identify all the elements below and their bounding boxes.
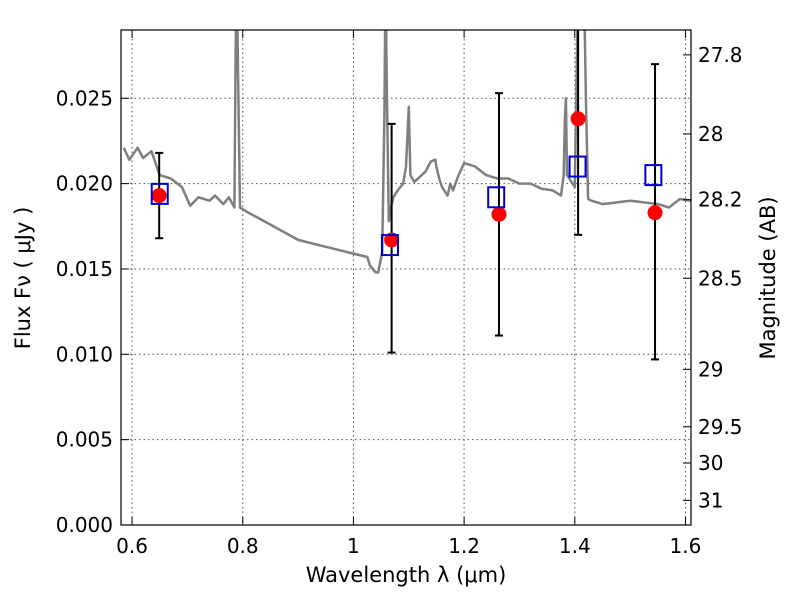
- y2-tick-label: 28.2: [698, 188, 743, 212]
- y-tick-labels: 0.000 0.005 0.010 0.015 0.020 0.025: [56, 86, 113, 537]
- x-axis-label: Wavelength λ (μm): [306, 563, 507, 587]
- x-tick-label: 0.8: [227, 534, 259, 558]
- observed-point: [151, 188, 167, 204]
- y2-tick-label: 29.5: [698, 415, 743, 439]
- y-tick-label: 0.000: [56, 513, 113, 537]
- x-tick-label: 0.6: [116, 534, 148, 558]
- y2-axis-label: Magnitude (AB): [756, 196, 780, 359]
- observed-point: [647, 205, 663, 221]
- spectrum-series: [122, 30, 691, 274]
- model-point: [150, 182, 169, 205]
- observed-series: [151, 111, 663, 248]
- y-tick-label: 0.025: [56, 86, 113, 110]
- x-tick-label: 1.4: [559, 534, 591, 558]
- y-tick-label: 0.010: [56, 342, 113, 366]
- y-tick-label: 0.020: [56, 172, 113, 196]
- plot-frame: [120, 29, 692, 526]
- y2-tick-label: 29: [698, 357, 723, 381]
- model-point: [568, 155, 587, 178]
- model-series: [150, 155, 663, 257]
- x-tick-label: 1.2: [448, 534, 480, 558]
- y-tick-label: 0.005: [56, 428, 113, 452]
- y2-tick-label: 28: [698, 122, 723, 146]
- y2-tick-labels: 27.8 28 28.2 28.5 29 29.5 30 31: [698, 43, 743, 512]
- model-point: [487, 186, 506, 209]
- y2-tick-label: 30: [698, 451, 723, 475]
- observed-point: [384, 232, 400, 248]
- y-tick-label: 0.015: [56, 257, 113, 281]
- y2-tick-label: 27.8: [698, 43, 743, 67]
- grid: [121, 30, 691, 525]
- observed-point: [570, 111, 586, 127]
- y2-tick-label: 28.5: [698, 266, 743, 290]
- y2-tick-label: 31: [698, 488, 723, 512]
- observed-point: [491, 206, 507, 222]
- y-axis-label: Flux Fν ( μJy ): [11, 207, 35, 350]
- x-tick-label: 1.6: [670, 534, 702, 558]
- axis-ticks: [121, 30, 691, 526]
- spectrum-line: [122, 30, 691, 274]
- model-point: [644, 164, 663, 187]
- x-tick-label: 1: [347, 534, 360, 558]
- errorbar-series: [155, 30, 660, 361]
- model-point: [380, 234, 399, 257]
- x-tick-labels: 0.6 0.8 1 1.2 1.4 1.6: [116, 534, 701, 558]
